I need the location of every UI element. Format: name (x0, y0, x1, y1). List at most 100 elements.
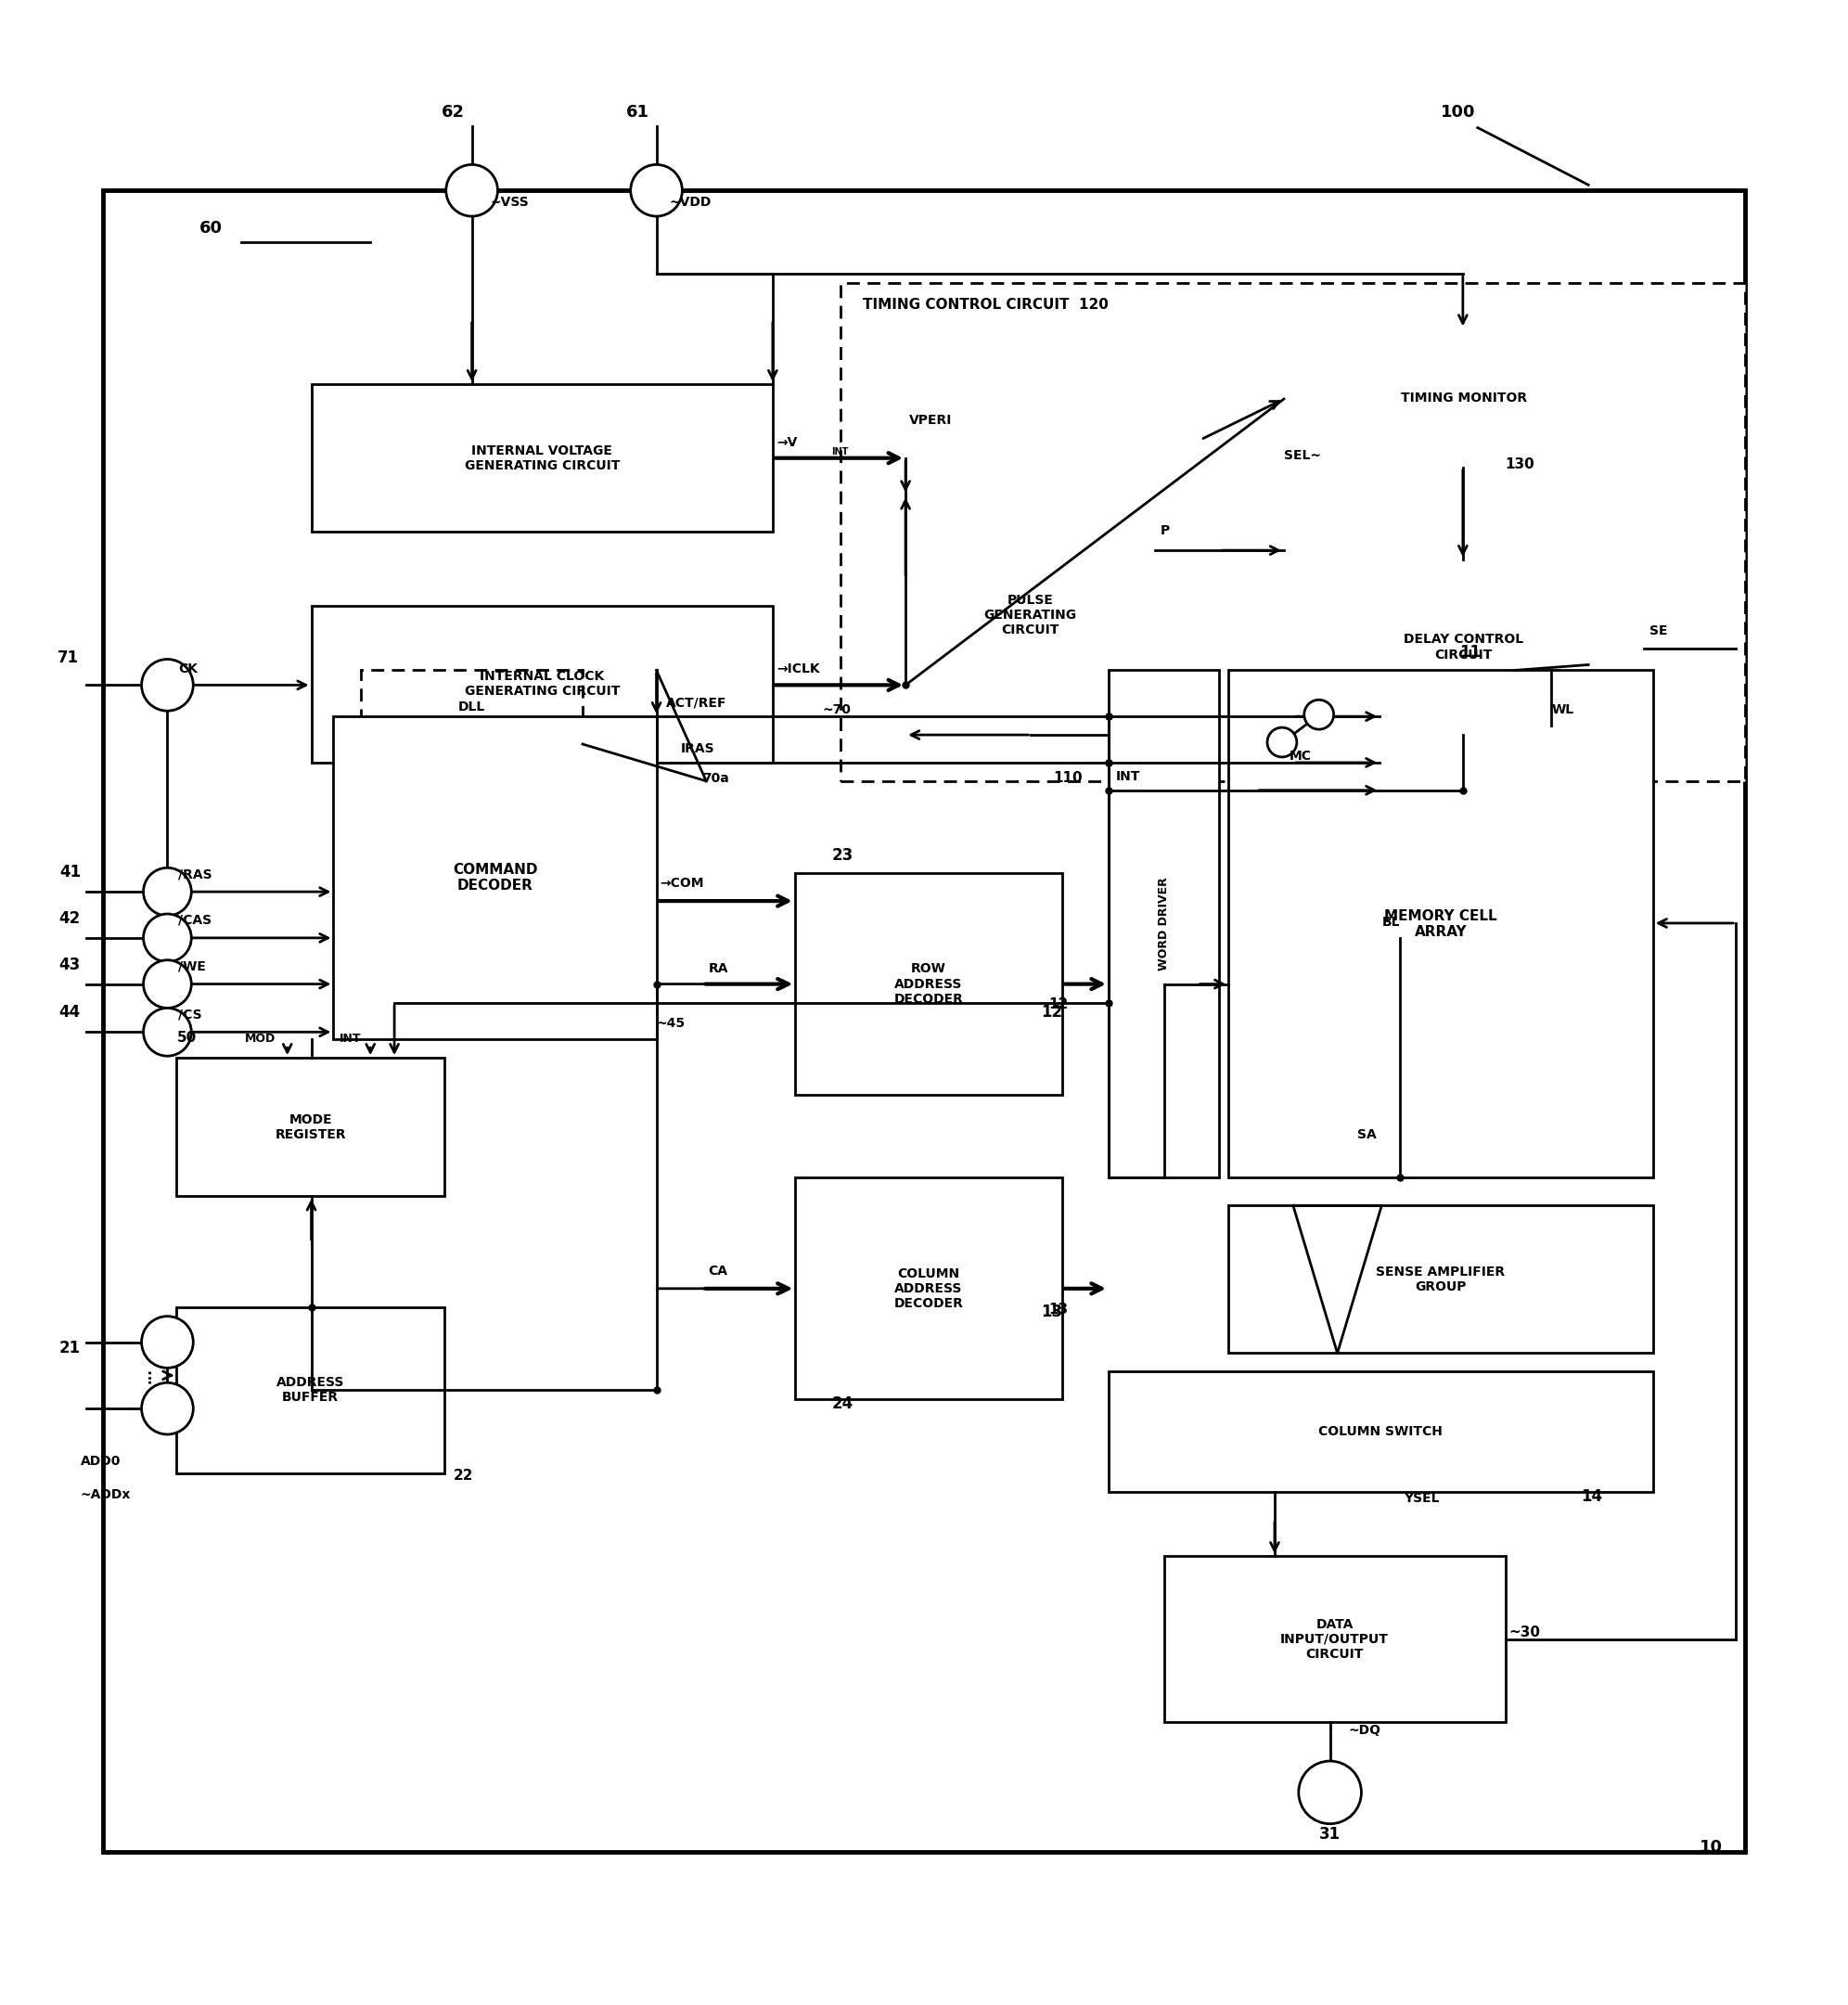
Text: ~70: ~70 (822, 704, 852, 716)
Bar (177, 1059, 444, 1197)
Text: 130: 130 (1506, 457, 1534, 471)
Circle shape (630, 164, 682, 217)
Text: INT: INT (338, 1033, 360, 1045)
Circle shape (144, 868, 192, 916)
Circle shape (445, 164, 497, 217)
Text: SA: SA (1358, 1129, 1377, 1141)
Bar (795, 874, 1063, 1095)
Text: ~30: ~30 (1510, 1626, 1541, 1640)
Text: CA: CA (708, 1265, 728, 1277)
Circle shape (1268, 728, 1297, 758)
Text: 11: 11 (1460, 644, 1480, 662)
Text: CK: CK (179, 664, 198, 676)
Circle shape (142, 660, 194, 712)
Text: →COM: →COM (660, 876, 704, 890)
Text: COLUMN SWITCH: COLUMN SWITCH (1319, 1426, 1443, 1438)
Text: INT: INT (832, 447, 848, 457)
Text: 100: 100 (1441, 104, 1475, 120)
Text: BL: BL (1382, 916, 1399, 928)
Text: SENSE AMPLIFIER
GROUP: SENSE AMPLIFIER GROUP (1377, 1265, 1506, 1293)
Text: INTERNAL CLOCK
GENERATING CIRCUIT: INTERNAL CLOCK GENERATING CIRCUIT (464, 670, 619, 698)
Text: 44: 44 (59, 1005, 81, 1021)
Text: 13: 13 (1048, 1303, 1068, 1315)
Text: /WE: /WE (179, 960, 207, 972)
Bar (841, 283, 1745, 782)
Text: ~ADDx: ~ADDx (81, 1488, 131, 1502)
Text: MC: MC (1290, 750, 1312, 762)
Text: COMMAND
DECODER: COMMAND DECODER (453, 862, 538, 892)
Bar (1284, 329, 1643, 467)
Text: 60: 60 (200, 221, 224, 237)
Text: ~VSS: ~VSS (490, 196, 529, 209)
Text: 70a: 70a (702, 772, 730, 784)
Text: ADDRESS
BUFFER: ADDRESS BUFFER (277, 1375, 344, 1403)
Text: 31: 31 (1319, 1827, 1340, 1843)
Text: ACT/REF: ACT/REF (665, 696, 726, 710)
Text: 12: 12 (1040, 1005, 1063, 1021)
Text: 61: 61 (626, 104, 649, 120)
Text: →V: →V (776, 435, 796, 449)
Text: 22: 22 (453, 1468, 473, 1482)
Text: PULSE
GENERATING
CIRCUIT: PULSE GENERATING CIRCUIT (983, 593, 1077, 636)
Bar (1284, 559, 1643, 736)
Text: ...: ... (140, 1367, 153, 1383)
Bar (1109, 670, 1220, 1177)
Text: 24: 24 (832, 1395, 854, 1412)
Text: 41: 41 (59, 864, 81, 880)
Bar (1164, 1556, 1506, 1722)
Text: YSEL: YSEL (1404, 1492, 1440, 1504)
Text: IRAS: IRAS (680, 742, 715, 756)
Text: INT: INT (1116, 770, 1140, 782)
Text: ~45: ~45 (656, 1017, 686, 1031)
Text: /CAS: /CAS (179, 914, 213, 926)
Text: DLL: DLL (458, 700, 486, 714)
Bar (360, 670, 582, 744)
Text: 110: 110 (1053, 770, 1083, 784)
Text: 14: 14 (1582, 1488, 1602, 1504)
Text: COLUMN
ADDRESS
DECODER: COLUMN ADDRESS DECODER (894, 1267, 963, 1309)
Text: 21: 21 (59, 1339, 81, 1357)
Text: SEL~: SEL~ (1284, 449, 1321, 461)
Text: →ICLK: →ICLK (776, 664, 821, 676)
Bar (1109, 1371, 1652, 1492)
Text: 10: 10 (1698, 1839, 1722, 1855)
Circle shape (1305, 700, 1334, 730)
Circle shape (144, 1009, 192, 1057)
Text: TIMING CONTROL CIRCUIT  120: TIMING CONTROL CIRCUIT 120 (863, 297, 1109, 311)
Text: SE: SE (1648, 624, 1667, 638)
Text: 13: 13 (1040, 1303, 1063, 1319)
Bar (333, 716, 656, 1039)
Text: ~DQ: ~DQ (1349, 1724, 1380, 1736)
Text: P: P (1161, 525, 1170, 537)
Text: 42: 42 (59, 910, 81, 926)
Text: 43: 43 (59, 956, 81, 972)
Bar (310, 385, 772, 531)
Text: ADD0: ADD0 (81, 1454, 120, 1468)
Text: /CS: /CS (179, 1009, 201, 1021)
Text: WL: WL (1552, 704, 1574, 716)
Text: VPERI: VPERI (909, 413, 952, 427)
Text: MODE
REGISTER: MODE REGISTER (275, 1113, 346, 1141)
Text: 23: 23 (832, 848, 854, 864)
Text: MOD: MOD (246, 1033, 275, 1045)
Circle shape (1299, 1760, 1362, 1825)
Text: RA: RA (708, 962, 728, 974)
Circle shape (144, 914, 192, 962)
Text: INTERNAL VOLTAGE
GENERATING CIRCUIT: INTERNAL VOLTAGE GENERATING CIRCUIT (464, 443, 619, 471)
Text: 62: 62 (442, 104, 466, 120)
Text: 12: 12 (1048, 998, 1068, 1013)
Circle shape (142, 1315, 194, 1367)
Text: WORD DRIVER: WORD DRIVER (1159, 878, 1170, 970)
Text: MEMORY CELL
ARRAY: MEMORY CELL ARRAY (1384, 908, 1497, 938)
Circle shape (142, 1383, 194, 1434)
Text: DELAY CONTROL
CIRCUIT: DELAY CONTROL CIRCUIT (1404, 634, 1525, 662)
Text: DATA
INPUT/OUTPUT
CIRCUIT: DATA INPUT/OUTPUT CIRCUIT (1281, 1618, 1390, 1660)
Text: ROW
ADDRESS
DECODER: ROW ADDRESS DECODER (894, 962, 963, 1007)
Bar (906, 495, 1155, 736)
Text: 71: 71 (57, 650, 79, 666)
Bar (1229, 1205, 1652, 1353)
Text: 50: 50 (177, 1031, 196, 1045)
Bar (177, 1307, 444, 1474)
Text: TIMING MONITOR: TIMING MONITOR (1401, 391, 1526, 405)
Bar (795, 1177, 1063, 1399)
